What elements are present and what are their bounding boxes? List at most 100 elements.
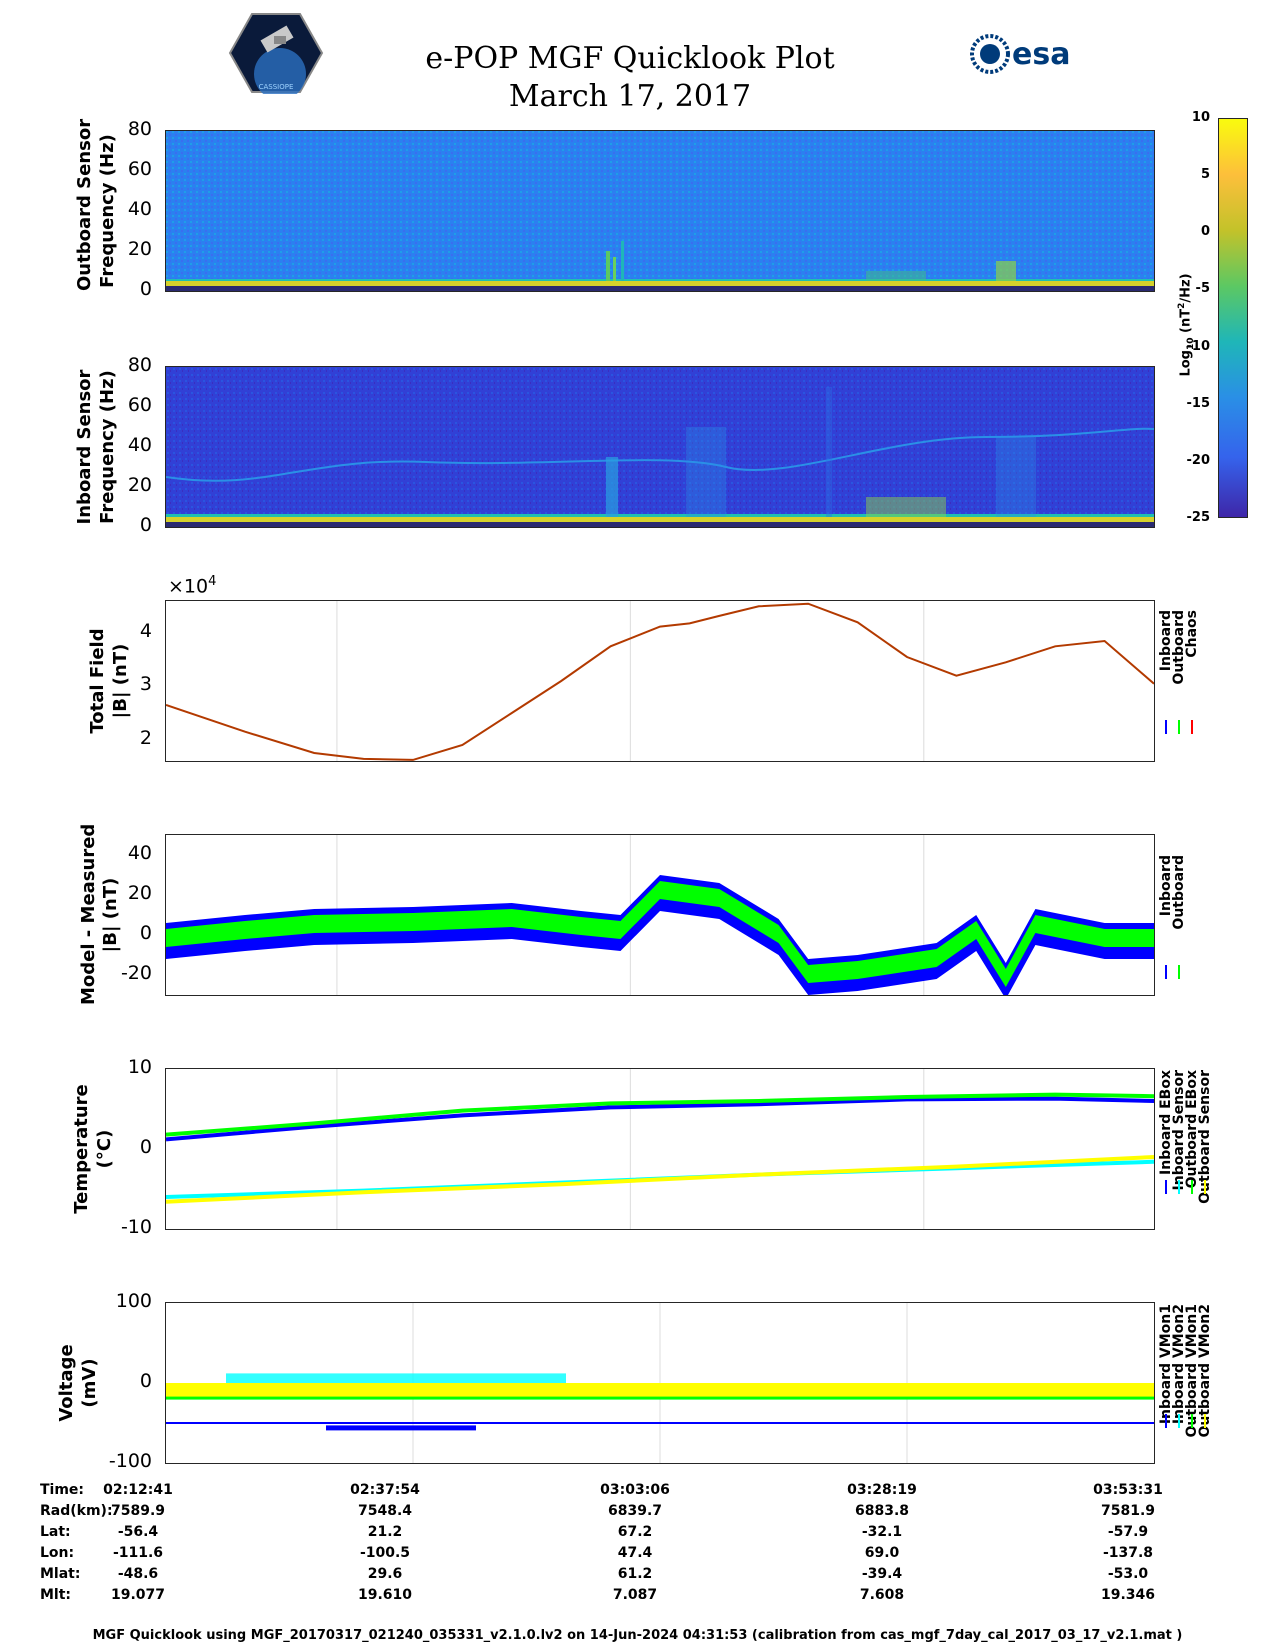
ephemeris-cell: 02:12:41 — [103, 1482, 173, 1498]
ephemeris-cell: 03:03:06 — [600, 1482, 670, 1498]
inboard-ebox-line — [166, 1096, 1154, 1142]
ephemeris-row-label: Lat: — [40, 1524, 71, 1540]
page-title: e-POP MGF Quicklook Plot — [425, 41, 835, 76]
ytick-label: 3 — [139, 673, 152, 696]
ytick-label: 80 — [127, 118, 152, 140]
esa-logo: esa — [968, 32, 1088, 76]
ytick-label: 40 — [127, 434, 152, 456]
legend-swatch — [1191, 1180, 1193, 1194]
ephemeris-cell: -48.6 — [117, 1566, 159, 1582]
outboard-series-band — [166, 881, 1154, 987]
ephemeris-cell: -53.0 — [1107, 1566, 1149, 1582]
ephemeris-cell: 7.608 — [859, 1587, 905, 1603]
model-measured-plot — [165, 834, 1155, 996]
legend-swatch — [1165, 965, 1167, 979]
ytick-label: 100 — [115, 1290, 152, 1312]
voltage-plot — [165, 1302, 1155, 1464]
ytick-label: 80 — [127, 354, 152, 376]
ytick-label: 0 — [139, 278, 152, 300]
ytick-label: 40 — [127, 842, 152, 864]
ytick-label: 0 — [139, 514, 152, 536]
outboard-sensor-line — [166, 1155, 1154, 1204]
ephemeris-cell: 7548.4 — [357, 1503, 413, 1519]
ytick-label: 60 — [127, 158, 152, 180]
ephemeris-cell: 7589.9 — [110, 1503, 166, 1519]
exponent-power: 4 — [208, 574, 217, 589]
legend-swatch — [1204, 1180, 1206, 1194]
ephemeris-cell: 19.346 — [1100, 1587, 1156, 1603]
colorbar-tick-label: 0 — [1200, 224, 1210, 240]
chaos-series-line — [166, 602, 1154, 761]
colorbar-tick-label: -25 — [1186, 510, 1211, 525]
ephemeris-cell: 29.6 — [367, 1566, 403, 1582]
total-field-exponent: ×104 — [168, 574, 216, 597]
ephemeris-row-label: Lon: — [40, 1545, 75, 1561]
ephemeris-cell: -56.4 — [117, 1524, 159, 1540]
legend-label: Outboard — [1171, 855, 1187, 930]
esa-logo-text: esa — [1012, 37, 1070, 72]
colorbar-label: Log10 (nT2/Hz) — [1177, 273, 1196, 377]
ytick-label: 40 — [127, 198, 152, 220]
inboard-spectrogram — [165, 366, 1155, 528]
temperature-plot — [165, 1068, 1155, 1230]
outboard-vmon-band — [166, 1383, 1154, 1398]
ephemeris-cell: 69.0 — [864, 1545, 900, 1561]
ephemeris-row-label: Mlat: — [40, 1566, 81, 1582]
ephemeris-cell: -111.6 — [112, 1545, 164, 1561]
ytick-label: 20 — [127, 238, 152, 260]
ephemeris-cell: 19.610 — [357, 1587, 413, 1603]
ytick-label: -10 — [120, 1216, 152, 1238]
total-field-plot — [165, 600, 1155, 762]
ephemeris-cell: 6883.8 — [854, 1503, 910, 1519]
ytick-label: -100 — [108, 1450, 152, 1472]
ephemeris-row-label: Rad(km): — [40, 1503, 113, 1519]
colorbar-tick-label: -5 — [1195, 281, 1210, 297]
ytick-label: 20 — [127, 474, 152, 496]
exponent-base: ×10 — [168, 575, 209, 598]
ytick-label: 10 — [127, 1056, 152, 1078]
colorbar — [1218, 118, 1248, 518]
colorbar-tick-label: -15 — [1186, 395, 1211, 411]
colorbar-tick-label: 5 — [1200, 167, 1210, 183]
legend-swatch — [1178, 1180, 1180, 1194]
ytick-label: -20 — [120, 962, 152, 984]
colorbar-tick-label: -10 — [1186, 338, 1211, 354]
legend-swatch — [1178, 965, 1180, 979]
ephemeris-cell: 67.2 — [617, 1524, 653, 1540]
ephemeris-cell: 6839.7 — [607, 1503, 663, 1519]
legend-swatch — [1178, 720, 1180, 734]
ephemeris-cell: -32.1 — [861, 1524, 903, 1540]
ephemeris-row-label: Mlt: — [40, 1587, 72, 1603]
ytick-label: 4 — [139, 620, 152, 642]
ephemeris-cell: 7581.9 — [1100, 1503, 1156, 1519]
colorbar-tick-label: 10 — [1191, 110, 1210, 125]
outboard-spectrogram — [165, 130, 1155, 292]
ytick-label: 20 — [127, 882, 152, 904]
inboard-vmon1-burst — [326, 1425, 476, 1431]
ephemeris-cell: -39.4 — [861, 1566, 903, 1582]
ephemeris-cell: 47.4 — [617, 1545, 653, 1561]
legend-swatch — [1191, 720, 1193, 734]
ephemeris-cell: 61.2 — [617, 1566, 653, 1582]
legend-swatch — [1178, 1414, 1180, 1428]
ephemeris-cell: 03:28:19 — [847, 1482, 917, 1498]
inboard-vmon2-band — [226, 1373, 566, 1383]
voltage-ylabel-1: Voltage — [56, 1344, 77, 1422]
legend-label: Chaos — [1184, 610, 1200, 658]
legend-swatch — [1165, 720, 1167, 734]
ephemeris-cell: -100.5 — [359, 1545, 411, 1561]
ephemeris-row-label: Time: — [40, 1482, 85, 1498]
legend-swatch — [1165, 1414, 1167, 1428]
ephemeris-cell: 19.077 — [110, 1587, 166, 1603]
page-subtitle: March 17, 2017 — [508, 79, 752, 114]
temperature-ylabel-1: Temperature — [71, 1084, 92, 1214]
colorbar-tick-label: -20 — [1186, 452, 1211, 468]
legend-swatch — [1204, 1414, 1206, 1428]
ephemeris-cell: -57.9 — [1107, 1524, 1149, 1540]
ephemeris-cell: -137.8 — [1102, 1545, 1154, 1561]
ytick-label: 60 — [127, 394, 152, 416]
ephemeris-cell: 21.2 — [367, 1524, 403, 1540]
ytick-label: 0 — [139, 1370, 152, 1392]
cassiope-logo: CASSIOPE — [228, 12, 324, 100]
ephemeris-cell: 7.087 — [612, 1587, 658, 1603]
